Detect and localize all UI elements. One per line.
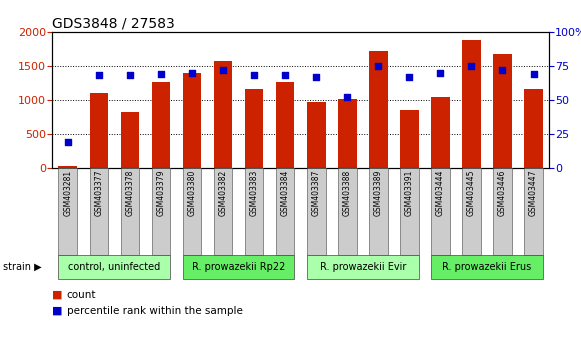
- Bar: [276, 82, 295, 168]
- Text: count: count: [67, 290, 96, 300]
- Text: ■: ■: [52, 306, 63, 316]
- Text: GSM403387: GSM403387: [311, 170, 321, 216]
- Text: GSM403389: GSM403389: [374, 170, 383, 216]
- Point: [311, 74, 321, 80]
- Point: [436, 70, 445, 76]
- Bar: [493, 55, 512, 168]
- Text: R. prowazekii Erus: R. prowazekii Erus: [442, 262, 532, 272]
- Point: [498, 67, 507, 73]
- Point: [343, 95, 352, 100]
- Text: GSM403281: GSM403281: [63, 170, 72, 216]
- Text: GSM403382: GSM403382: [218, 170, 228, 216]
- Bar: [121, 112, 139, 168]
- Point: [187, 70, 196, 76]
- Point: [125, 73, 135, 78]
- Text: GSM403383: GSM403383: [250, 170, 259, 216]
- Text: GSM403447: GSM403447: [529, 170, 538, 216]
- Point: [249, 73, 259, 78]
- Text: percentile rank within the sample: percentile rank within the sample: [67, 306, 243, 316]
- Bar: [89, 93, 108, 168]
- Point: [218, 67, 228, 73]
- Text: GSM403388: GSM403388: [343, 170, 352, 216]
- Text: GSM403379: GSM403379: [156, 170, 166, 216]
- Bar: [369, 51, 388, 168]
- Text: GSM403380: GSM403380: [188, 170, 196, 216]
- Bar: [152, 82, 170, 168]
- Bar: [214, 61, 232, 168]
- Point: [94, 73, 103, 78]
- Point: [63, 139, 73, 145]
- Text: GSM403384: GSM403384: [281, 170, 290, 216]
- Bar: [524, 89, 543, 168]
- Text: R. prowazekii Evir: R. prowazekii Evir: [320, 262, 406, 272]
- Text: GSM403377: GSM403377: [94, 170, 103, 216]
- Text: GSM403378: GSM403378: [125, 170, 134, 216]
- Point: [156, 71, 166, 77]
- Bar: [307, 102, 325, 168]
- Text: GSM403444: GSM403444: [436, 170, 445, 216]
- Text: GDS3848 / 27583: GDS3848 / 27583: [52, 17, 175, 31]
- Bar: [245, 89, 263, 168]
- Bar: [182, 73, 201, 168]
- Bar: [431, 97, 450, 168]
- Bar: [462, 40, 480, 168]
- Text: strain ▶: strain ▶: [3, 262, 41, 272]
- Point: [374, 63, 383, 69]
- Bar: [400, 110, 419, 168]
- Text: ■: ■: [52, 290, 63, 300]
- Text: control, uninfected: control, uninfected: [68, 262, 160, 272]
- Text: GSM403445: GSM403445: [467, 170, 476, 216]
- Point: [281, 73, 290, 78]
- Text: GSM403446: GSM403446: [498, 170, 507, 216]
- Point: [467, 63, 476, 69]
- Bar: [338, 99, 357, 168]
- Point: [405, 74, 414, 80]
- Text: R. prowazekii Rp22: R. prowazekii Rp22: [192, 262, 285, 272]
- Point: [529, 71, 538, 77]
- Bar: [59, 166, 77, 168]
- Text: GSM403391: GSM403391: [405, 170, 414, 216]
